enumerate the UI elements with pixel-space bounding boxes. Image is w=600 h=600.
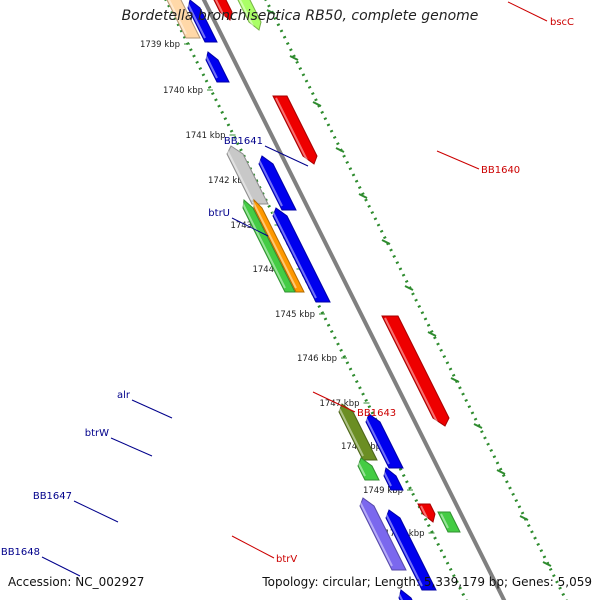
label-btrV: btrV <box>276 554 297 565</box>
reverse-tick-mark <box>312 101 322 107</box>
label-BB1647-leader <box>73 500 119 523</box>
ruler-tick-label: 1749 kbp <box>363 486 403 496</box>
gene-forward-blue-1749-highlight <box>384 511 423 587</box>
gene-forward-blue-1747 <box>365 413 404 469</box>
gene-bb1640-red <box>272 95 318 165</box>
reverse-tick-mark <box>358 193 368 199</box>
gene-forward-blue-1744 <box>272 207 331 303</box>
gene-reverse-top-red-highlight <box>214 0 225 17</box>
topology-summary: Topology: circular; Length: 5,339,179 bp… <box>262 575 592 589</box>
label-BB1641: BB1641 <box>224 136 263 147</box>
ruler-line-reverse <box>264 0 568 600</box>
reverse-tick-mark <box>496 469 506 475</box>
ruler-tick-label: 1743 kbp <box>230 221 270 231</box>
gene-forward-blue-1748 <box>383 467 404 491</box>
label-btrV-leader <box>231 535 275 559</box>
gene-forward-top-peach <box>166 0 201 39</box>
gene-forward-blue-1749 <box>385 509 437 591</box>
label-BB1640: BB1640 <box>481 165 520 176</box>
gene-btrV-green-highlight <box>440 513 449 529</box>
reverse-tick-mark <box>266 9 276 15</box>
ruler-tick-label: 1739 kbp <box>140 40 180 50</box>
gene-btrU-orange-highlight <box>252 201 297 289</box>
reverse-tick-mark <box>404 285 414 291</box>
gene-bb1640-red-highlight <box>275 97 308 161</box>
gene-btrV-red-small <box>417 503 436 523</box>
reverse-tick-mark <box>381 239 391 245</box>
gene-forward-blue-1742-highlight <box>257 157 283 207</box>
gene-btrV-red-small-highlight <box>420 505 428 519</box>
gene-forward-blue-1739-highlight <box>204 53 218 79</box>
reverse-tick-mark <box>519 515 529 521</box>
gene-btrU-green <box>242 198 296 293</box>
gene-forward-top-blue <box>187 0 218 43</box>
reverse-tick-mark <box>450 377 460 383</box>
gene-btrU-green-highlight <box>241 201 286 289</box>
ruler-tick-label: 1740 kbp <box>163 86 203 96</box>
gene-forward-bottom-blue <box>398 589 413 600</box>
gene-reverse-top-green <box>237 0 262 31</box>
gene-forward-blue-1744-highlight <box>271 209 317 299</box>
gene-btrU-orange <box>253 198 305 293</box>
label-bscC: bscC <box>550 17 574 28</box>
gene-btrV-green <box>437 511 461 533</box>
label-BB1641-leader <box>264 145 309 167</box>
gene-reverse-top-red <box>213 0 233 21</box>
label-BB1647: BB1647 <box>33 491 72 502</box>
gene-forward-blue-1748-highlight <box>382 469 392 487</box>
ruler-tick-label: 1742 kbp <box>208 176 248 186</box>
reverse-tick-mark <box>473 423 483 429</box>
label-BB1643: BB1643 <box>357 408 396 419</box>
reverse-tick-mark <box>542 561 552 567</box>
label-btrW-leader <box>110 437 153 457</box>
label-bscC-leader <box>507 1 548 22</box>
map-title: Bordetella bronchiseptica RB50, complete… <box>121 8 479 24</box>
ruler-tick-label: 1747 kbp <box>319 399 359 409</box>
label-BB1643-leader <box>312 391 356 413</box>
label-BB1648-leader <box>41 556 81 577</box>
ruler-tick-label: 1746 kbp <box>297 354 337 364</box>
reverse-tick-mark <box>289 55 299 61</box>
gene-forward-top-peach-highlight <box>167 0 187 35</box>
gene-bb1647-purple <box>359 497 407 571</box>
gene-bb1647-purple-highlight <box>358 499 393 567</box>
label-btrU: btrU <box>208 208 230 219</box>
gene-alr-olive-highlight <box>337 405 364 457</box>
gene-btrW-green-highlight <box>356 459 366 477</box>
label-btrU-leader <box>231 217 269 237</box>
gene-forward-blue-1739 <box>205 51 230 83</box>
gene-forward-blue-1742 <box>258 155 297 211</box>
label-BB1640-leader <box>436 150 480 170</box>
gene-bb1641-gray-highlight <box>225 147 253 201</box>
gene-forward-top-blue-highlight <box>186 1 206 39</box>
reverse-tick-mark <box>427 331 437 337</box>
gene-reverse-top-green-highlight <box>238 0 254 27</box>
label-alr-leader <box>131 399 173 419</box>
gene-forward-bottom-blue-highlight <box>397 591 404 600</box>
ruler-tick-label: 1741 kbp <box>185 131 225 141</box>
gene-btrW-green <box>357 457 380 481</box>
gene-bb1643-red-highlight <box>384 317 438 423</box>
ruler-tick-label: 1744 kbp <box>252 265 292 275</box>
accession-text: Accession: NC_002927 <box>8 575 145 589</box>
gene-forward-blue-1747-highlight <box>364 415 390 465</box>
gene-bb1643-red <box>381 315 450 427</box>
label-btrW: btrW <box>85 428 109 439</box>
gene-bb1641-gray <box>226 145 269 205</box>
reverse-tick-mark <box>335 147 345 153</box>
label-alr: alr <box>117 390 131 401</box>
ruler-tick-label: 1745 kbp <box>275 310 315 320</box>
label-BB1648: BB1648 <box>1 547 40 558</box>
genome-backbone <box>201 0 507 600</box>
